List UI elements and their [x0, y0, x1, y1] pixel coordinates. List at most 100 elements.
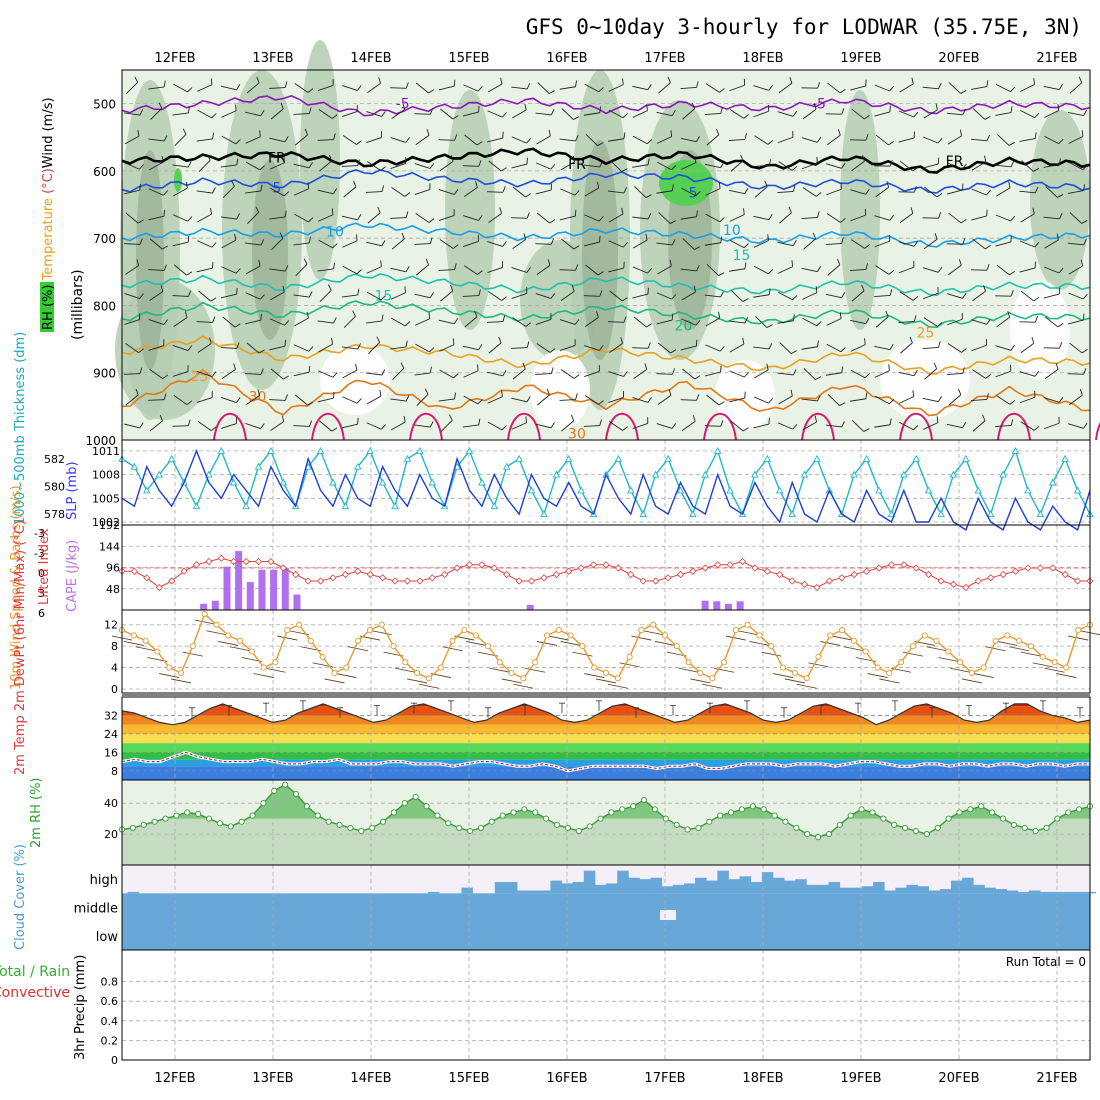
wind-barb	[729, 262, 747, 272]
wind-barb	[487, 241, 507, 247]
thickness-point	[887, 510, 896, 518]
wind-barb	[874, 84, 895, 92]
wind-barb	[463, 395, 483, 405]
wind-barb	[850, 392, 868, 402]
wind-barb	[875, 310, 889, 328]
lifted-index-point	[689, 567, 697, 575]
wind-barb	[414, 237, 433, 245]
wind-barb	[367, 206, 381, 224]
surface-wind-barb	[902, 651, 924, 657]
wind-barb	[657, 161, 677, 171]
wind-barb	[197, 78, 213, 92]
wind-barb	[609, 337, 623, 353]
wind-barb	[149, 369, 169, 379]
wind-barb	[463, 84, 483, 92]
wind-barb	[706, 394, 725, 406]
cape-bar	[713, 601, 721, 610]
li-tick-label: 3	[38, 587, 45, 600]
wind-barb	[779, 206, 792, 224]
wind-barb	[632, 417, 649, 430]
wind-barb	[535, 109, 555, 116]
wind-barb	[1069, 342, 1088, 354]
surface-wind-barb	[843, 646, 864, 652]
lifted-index-point	[1061, 570, 1069, 579]
upper-axis-label-part: Wind	[41, 136, 56, 169]
thickness-point	[751, 470, 759, 478]
lifted-index-point	[652, 577, 660, 585]
wind-barb	[172, 419, 191, 427]
contour-label: 25	[917, 325, 935, 341]
wind-barb	[826, 182, 842, 196]
thickness-point	[614, 454, 623, 462]
rh2m-point	[923, 831, 930, 838]
wind-barb	[680, 81, 699, 90]
wind-barb	[317, 133, 336, 141]
lifted-index-point	[366, 570, 374, 579]
lifted-index-point	[155, 583, 163, 592]
wind-barb	[777, 314, 795, 324]
thickness-point	[403, 454, 412, 462]
lifted-index-point	[577, 564, 585, 572]
rh2m-point	[815, 834, 822, 841]
wind-barb	[753, 396, 774, 404]
panel-frame	[121, 949, 1091, 1061]
lifted-index-point	[627, 570, 635, 579]
lifted-index-point	[949, 580, 958, 588]
wind-barb	[825, 291, 846, 299]
wind-barb	[923, 103, 938, 119]
rh2m-point	[499, 812, 506, 819]
cloud-high-bar	[939, 889, 952, 894]
wind-barb	[173, 311, 188, 327]
surface-wind-barb	[1020, 651, 1042, 657]
isotherm-35-line	[703, 412, 737, 441]
lifted-index-point	[714, 561, 722, 569]
lifted-index-point	[540, 574, 548, 582]
wind-barb	[463, 265, 483, 275]
rh-contour-blob	[520, 240, 600, 360]
thickness-point	[552, 470, 561, 478]
surface-wind-barb	[796, 683, 817, 689]
lifted-index-point	[614, 564, 622, 572]
wind-barb	[196, 316, 216, 323]
contour-label: 15	[374, 288, 392, 304]
isotherm-35-line	[409, 412, 443, 441]
wind-barb	[269, 318, 290, 326]
wind-barb	[1043, 158, 1061, 168]
wind-barb	[123, 238, 143, 245]
surface-wind-barb	[595, 678, 617, 684]
thickness-point	[540, 510, 548, 518]
wind-barb	[680, 135, 701, 143]
wind-speed-point	[945, 648, 952, 655]
cloud-high-bar	[950, 880, 963, 894]
wind-barb	[245, 161, 265, 171]
wind-barb	[463, 181, 478, 197]
wind-barb	[971, 338, 987, 352]
wind-speed-point	[626, 653, 633, 660]
wind-barb	[609, 160, 628, 172]
wind-barb	[415, 129, 430, 145]
thickness-point	[1011, 446, 1020, 454]
rh2m-point	[1054, 815, 1061, 822]
wind-barb	[851, 284, 865, 302]
thickness-point	[192, 502, 201, 510]
wind-barb	[753, 417, 770, 429]
lifted-index-point	[751, 564, 759, 572]
wind-barb	[414, 366, 432, 376]
wind-barb	[269, 394, 288, 401]
wind-barb	[390, 82, 409, 89]
rh2m-point	[641, 797, 648, 804]
lifted-index-point	[316, 577, 325, 585]
wind-barb	[1043, 416, 1060, 430]
cloud-high-bar	[795, 879, 807, 894]
wind-barb	[438, 263, 457, 271]
wind-barb	[536, 388, 550, 406]
run-total-label: Run Total = 0	[1006, 955, 1086, 969]
cloud-high-bar	[583, 870, 596, 894]
wind-barb	[487, 77, 503, 93]
wind-barb	[1021, 160, 1040, 172]
wind-barb	[946, 421, 967, 429]
wind-barb	[269, 136, 289, 143]
wind-barb	[680, 265, 700, 272]
wind-speed-point	[957, 659, 964, 666]
wind-barb	[173, 83, 193, 93]
